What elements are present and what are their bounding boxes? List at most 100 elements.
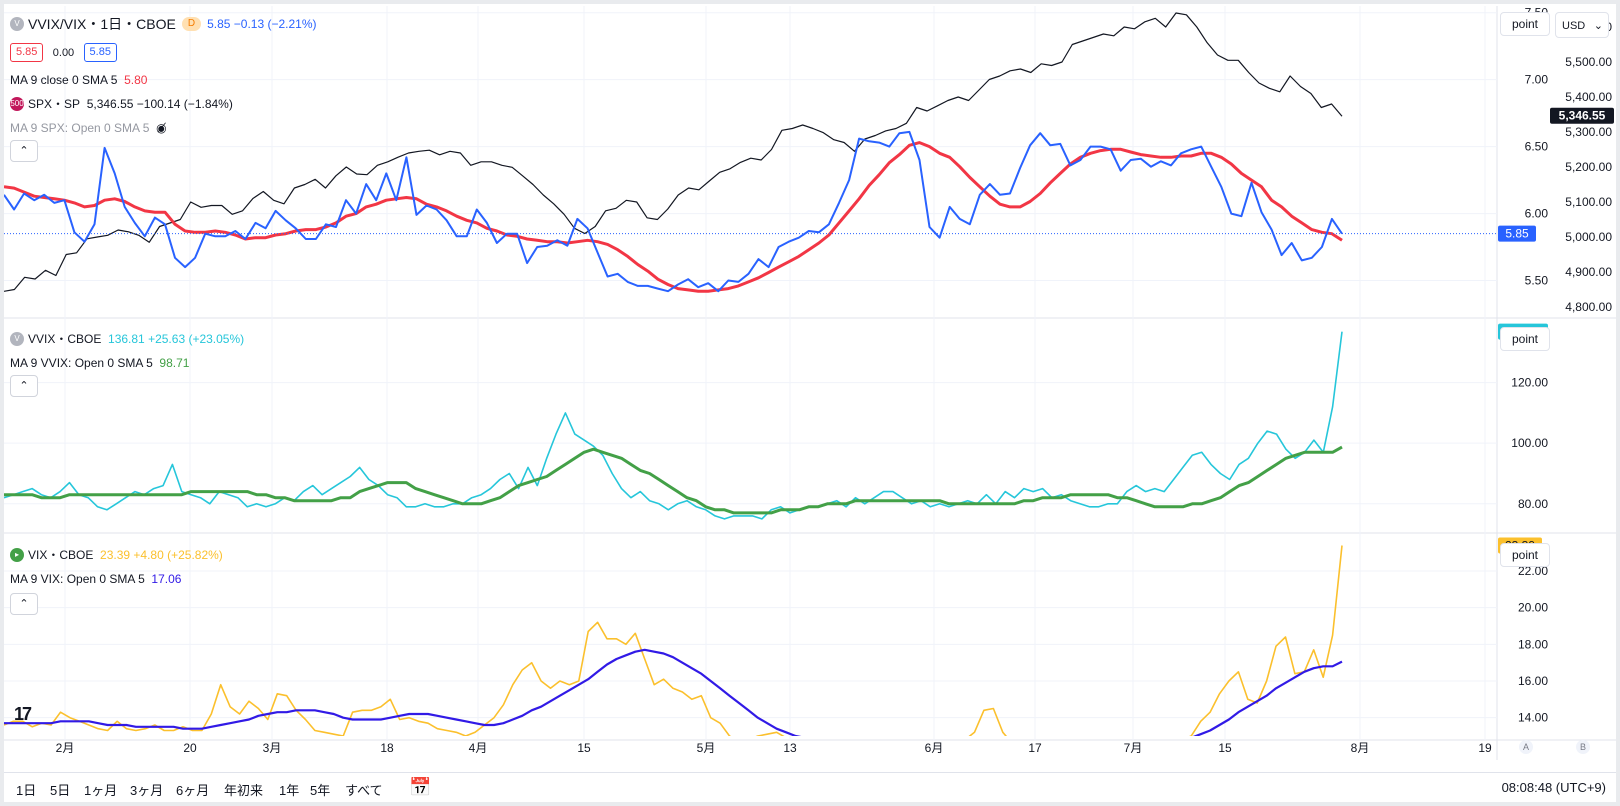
pane1-collapse-button[interactable]: ⌃	[10, 140, 38, 162]
buy-price-box[interactable]: 5.85	[83, 43, 117, 62]
data-source-badge[interactable]: D	[181, 16, 202, 31]
ma-ratio-line	[4, 141, 1343, 293]
spx-logo-icon: 500	[10, 96, 24, 111]
spx-y-tick: 4,800.00	[1565, 300, 1612, 314]
vix-logo-icon: ▸	[10, 547, 24, 562]
x-tick-label: 15	[577, 741, 591, 755]
ma-vix-value: 17.06	[151, 571, 182, 586]
x-tick-label: 8月	[1351, 741, 1370, 755]
ma-vix-line	[4, 648, 1343, 736]
ma-ratio-value: 5.80	[124, 72, 148, 87]
spx-y-tick: 5,100.00	[1565, 195, 1612, 209]
scale-b-button[interactable]: B	[1576, 740, 1590, 754]
pane3-legend-title-row: ▸ VIX・CBOE 23.39 +4.80 (+25.82%)	[10, 546, 223, 563]
vix-y-tick: 22.00	[1518, 564, 1548, 578]
timeframe-1m[interactable]: 1ヶ月	[84, 783, 118, 798]
last-spx-tag: 5,346.55	[1559, 109, 1606, 123]
timeframe-5y[interactable]: 5年	[310, 783, 331, 798]
vvix-y-tick: 120.00	[1511, 376, 1548, 390]
timeframe-ytd[interactable]: 年初来	[224, 783, 264, 798]
timeframe-1y[interactable]: 1年	[279, 783, 300, 798]
spx-y-tick: 5,000.00	[1565, 230, 1612, 244]
vix-line	[4, 545, 1343, 736]
ma-spx-legend[interactable]: MA 9 SPX: Open 0 SMA 5 ◉̸	[10, 119, 167, 136]
chevron-down-icon: ⌄	[1593, 20, 1603, 32]
spx-y-tick: 5,400.00	[1565, 90, 1612, 104]
timeframe-1d[interactable]: 1日	[16, 783, 37, 798]
pane3-change: +4.80 (+25.82%)	[133, 547, 223, 562]
x-tick-label: 15	[1218, 741, 1232, 755]
x-tick-label: 18	[380, 741, 394, 755]
spx-y-tick: 5,500.00	[1565, 55, 1612, 69]
last-ratio-tag-bg	[1498, 225, 1536, 242]
vvix-y-tick: 80.00	[1518, 497, 1548, 511]
x-tick-label: 13	[783, 741, 797, 755]
vvix-y-tick: 100.00	[1511, 436, 1548, 450]
pane1-quote-boxes: 5.85 0.00 5.85	[10, 43, 117, 62]
x-tick-label: 2月	[56, 741, 75, 755]
spx-y-tick: 5,300.00	[1565, 125, 1612, 139]
scale-a-button[interactable]: A	[1519, 740, 1533, 754]
ma-ratio-legend[interactable]: MA 9 close 0 SMA 5 5.80	[10, 71, 147, 88]
spx-value: 5,346.55	[86, 96, 134, 111]
ratio-y-tick: 6.00	[1525, 207, 1549, 221]
symbol-logo-icon: V	[10, 16, 24, 31]
ratio-y-tick: 7.00	[1525, 73, 1549, 87]
spx-y-tick: 4,900.00	[1565, 265, 1612, 279]
pane2-value: 136.81	[108, 331, 145, 346]
ma-vvix-legend[interactable]: MA 9 VVIX: Open 0 SMA 5 98.71	[10, 354, 189, 371]
ma-vix-legend[interactable]: MA 9 VIX: Open 0 SMA 5 17.06	[10, 570, 181, 587]
pane1-value: 5.85	[207, 16, 231, 31]
x-tick-label: 19	[1478, 741, 1492, 755]
timeframe-6m[interactable]: 6ヶ月	[176, 783, 210, 798]
pane3-collapse-button[interactable]: ⌃	[10, 593, 38, 615]
spread-value: 0.00	[52, 46, 75, 59]
timeframe-all[interactable]: すべて	[345, 783, 383, 798]
ma-vvix-line	[4, 445, 1343, 515]
vix-y-tick: 18.00	[1518, 637, 1548, 651]
spx-change: −100.14 (−1.84%)	[136, 96, 233, 111]
eye-hidden-icon[interactable]: ◉̸	[156, 120, 167, 135]
pane3-point-button[interactable]: point	[1500, 543, 1550, 567]
pane2-title: VVIX・CBOE	[28, 331, 102, 346]
pane2-change: +25.63 (+23.05%)	[148, 331, 245, 346]
x-tick-label: 3月	[263, 741, 282, 755]
ma-vvix-label: MA 9 VVIX: Open 0 SMA 5	[10, 355, 153, 370]
clock-timezone[interactable]: 08:08:48 (UTC+9)	[1501, 780, 1606, 795]
x-tick-label: 7月	[1124, 741, 1143, 755]
spx-label: SPX・SP	[28, 96, 81, 111]
spx-y-tick: 5,200.00	[1565, 160, 1612, 174]
x-tick-label: 4月	[469, 741, 488, 755]
timeframe-3m[interactable]: 3ヶ月	[130, 783, 164, 798]
ma-ratio-label: MA 9 close 0 SMA 5	[10, 72, 118, 87]
x-tick-label: 6月	[925, 741, 944, 755]
ratio-y-tick: 5.50	[1525, 274, 1549, 288]
vix-y-tick: 20.00	[1518, 601, 1548, 615]
spx-legend[interactable]: 500 SPX・SP 5,346.55 −100.14 (−1.84%)	[10, 95, 233, 112]
vix-y-tick: 14.00	[1518, 711, 1548, 725]
last-spx-tag-bg	[1550, 107, 1614, 124]
spx-line	[4, 12, 1343, 292]
pane1-title: VVIX/VIX・1日・CBOE	[28, 15, 176, 32]
ratio-line	[4, 130, 1343, 293]
ma-vix-label: MA 9 VIX: Open 0 SMA 5	[10, 571, 145, 586]
ma-spx-label: MA 9 SPX: Open 0 SMA 5	[10, 120, 150, 135]
pane3-value: 23.39	[100, 547, 131, 562]
timeframe-5d[interactable]: 5日	[50, 783, 71, 798]
tradingview-logo-icon[interactable]: 17	[14, 704, 32, 724]
pane1-point-button[interactable]: point	[1500, 12, 1550, 36]
currency-button[interactable]: USD ⌄	[1555, 12, 1609, 38]
x-tick-label: 5月	[697, 741, 716, 755]
pane2-collapse-button[interactable]: ⌃	[10, 375, 38, 397]
vix-y-tick: 16.00	[1518, 674, 1548, 688]
date-range-icon[interactable]: 📅	[409, 777, 432, 797]
pane2-point-button[interactable]: point	[1500, 327, 1550, 351]
pane2-legend-title-row: V VVIX・CBOE 136.81 +25.63 (+23.05%)	[10, 330, 244, 347]
last-ratio-tag: 5.85	[1505, 227, 1529, 241]
x-tick-label: 17	[1028, 741, 1042, 755]
ratio-y-tick: 6.50	[1525, 140, 1549, 154]
pane1-change: −0.13 (−2.21%)	[233, 16, 317, 31]
vvix-logo-icon: V	[10, 331, 24, 346]
sell-price-box[interactable]: 5.85	[10, 43, 44, 62]
